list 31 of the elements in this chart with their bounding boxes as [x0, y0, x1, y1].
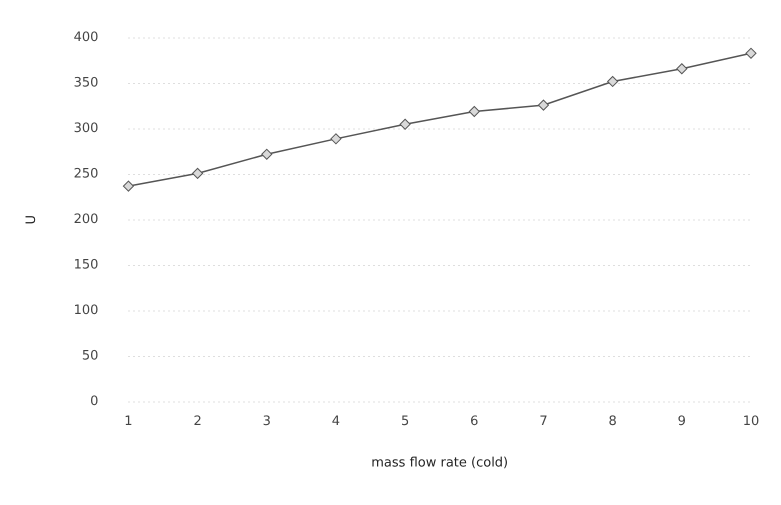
y-tick-label: 400 — [74, 30, 98, 46]
y-tick-label: 0 — [90, 394, 98, 410]
x-tick-label: 10 — [742, 414, 760, 429]
x-tick-label: 3 — [262, 414, 271, 429]
x-tick-label: 7 — [539, 414, 548, 429]
point — [676, 63, 688, 74]
x-tick-label: 9 — [678, 414, 686, 429]
point — [261, 148, 272, 160]
x-tick-label: 6 — [470, 414, 478, 429]
y-tick-label: 350 — [74, 76, 98, 91]
point — [400, 118, 411, 130]
x-axis-title: mass flow rate (cold) — [371, 456, 508, 471]
x-tick-label: 8 — [608, 414, 617, 429]
y-axis-title: U — [24, 215, 40, 225]
x-tick-label: 5 — [400, 414, 410, 429]
point — [538, 100, 549, 111]
y-tick-label: 150 — [74, 258, 98, 273]
point — [468, 106, 480, 118]
x-tick-label: 2 — [193, 414, 202, 429]
y-tick-label: 100 — [74, 303, 98, 318]
point — [330, 133, 342, 144]
x-tick-label: 1 — [124, 414, 133, 429]
point — [607, 76, 618, 87]
point — [746, 48, 756, 59]
point — [192, 168, 204, 179]
x-tick-label: 4 — [332, 414, 340, 429]
y-tick-label: 250 — [74, 166, 98, 182]
y-tick-label: 300 — [74, 121, 98, 136]
point — [122, 180, 134, 192]
y-tick-label: 50 — [82, 348, 98, 364]
y-tick-label: 200 — [74, 212, 98, 228]
